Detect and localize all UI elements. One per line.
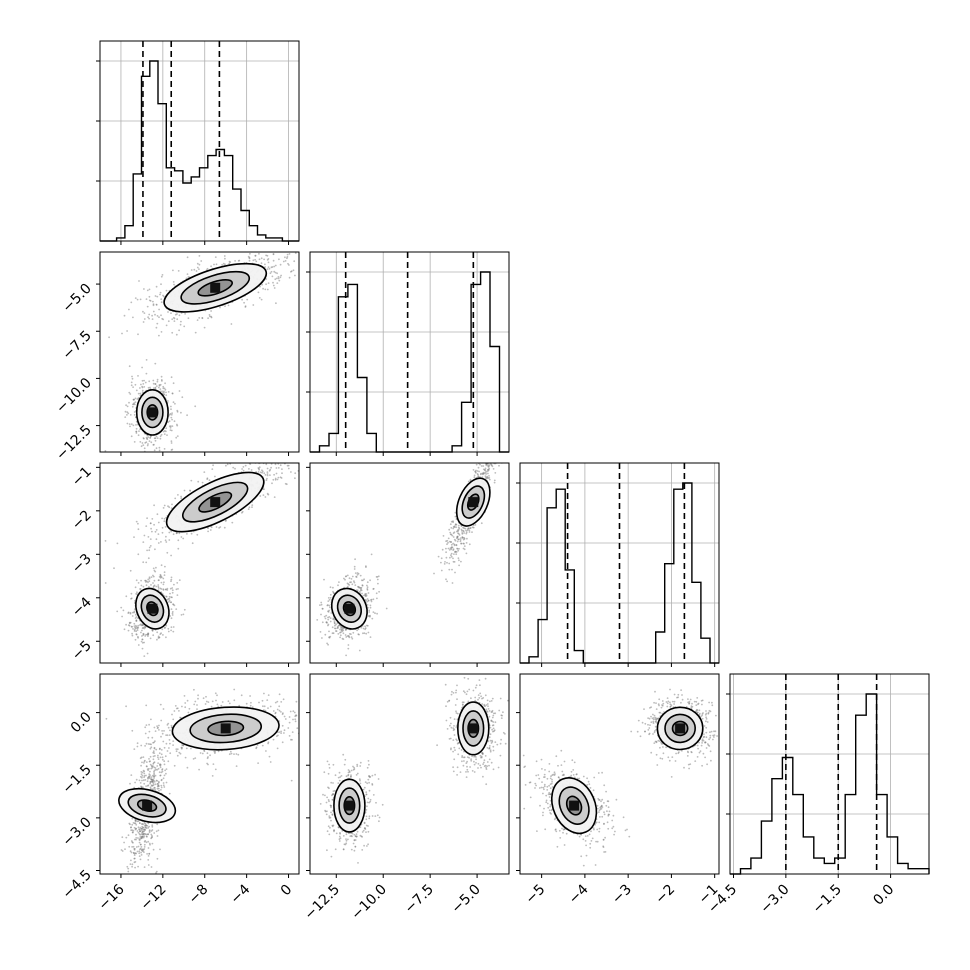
y-tick-label: −7.5 <box>59 328 94 363</box>
panel-frame <box>519 673 720 875</box>
density-peak <box>142 800 153 811</box>
x-tick-label: 0.0 <box>870 882 897 909</box>
density-peak <box>468 723 479 734</box>
panel-frame <box>309 462 510 664</box>
y-tick-label: −2 <box>69 507 95 533</box>
scatter-panel-1-3 <box>96 462 300 667</box>
y-tick-label: −1.5 <box>59 762 94 797</box>
panel-frame <box>99 673 300 875</box>
density-peak <box>675 723 686 734</box>
scatter-panel-2-4 <box>306 673 510 878</box>
histogram-panel-1 <box>96 40 300 245</box>
x-tick-label: 0 <box>278 882 296 900</box>
y-tick-label: −5 <box>69 638 95 664</box>
x-tick-label: −10.0 <box>348 882 390 924</box>
panel-frame <box>99 251 300 453</box>
density-peak <box>344 800 355 811</box>
panel-frame <box>99 40 300 242</box>
scatter-panel-2-3 <box>306 462 510 667</box>
density-peak <box>210 497 221 508</box>
panel-frame <box>729 673 930 875</box>
histogram-steps <box>310 271 509 453</box>
density-peak <box>147 603 158 614</box>
x-tick-label: −12.5 <box>301 882 343 924</box>
x-tick-label: −2 <box>652 882 678 908</box>
x-tick-label: −5 <box>523 882 549 908</box>
x-tick-label: −12 <box>137 882 169 914</box>
y-tick-label: −10.0 <box>53 375 95 417</box>
histogram-panel-4 <box>726 673 930 878</box>
x-tick-label: −7.5 <box>402 882 437 917</box>
x-tick-label: −5.0 <box>449 882 484 917</box>
histogram-steps <box>730 693 930 875</box>
panel-frame <box>519 462 720 664</box>
density-peak <box>344 603 355 614</box>
y-tick-label: 0.0 <box>68 709 95 736</box>
y-tick-label: −4.5 <box>59 867 94 902</box>
x-tick-label: −3 <box>609 882 635 908</box>
density-peak <box>210 282 221 293</box>
scatter-panel-1-2 <box>96 251 300 456</box>
scatter-panel-3-4 <box>516 673 720 878</box>
histogram-panel-3 <box>516 462 720 667</box>
panel-frame <box>309 251 510 453</box>
y-tick-label: −4 <box>69 594 95 620</box>
panel-frame <box>309 673 510 875</box>
density-peak <box>468 497 479 508</box>
y-tick-label: −1 <box>69 464 95 490</box>
x-tick-label: −16 <box>96 881 128 913</box>
histogram-steps <box>100 60 299 242</box>
x-tick-label: −1.5 <box>810 882 845 917</box>
y-tick-label: −5.0 <box>59 281 94 316</box>
density-peak <box>220 723 231 734</box>
y-tick-label: −3.0 <box>59 814 94 849</box>
x-tick-label: −8 <box>186 882 212 908</box>
density-peak <box>147 407 158 418</box>
panel-frame <box>99 462 300 664</box>
x-tick-label: −4 <box>566 881 592 907</box>
y-tick-label: −12.5 <box>53 422 95 464</box>
x-tick-label: −3.0 <box>757 882 792 917</box>
x-tick-label: −4 <box>228 881 254 907</box>
y-tick-label: −3 <box>69 551 95 577</box>
histogram-panel-2 <box>306 251 510 456</box>
density-peak <box>569 800 580 811</box>
scatter-panel-1-4 <box>96 673 300 878</box>
